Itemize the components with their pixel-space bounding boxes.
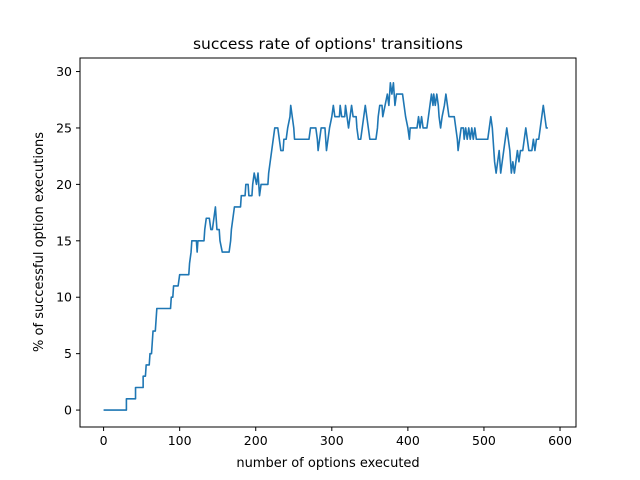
axes-frame [79,57,577,428]
x-tick-label: 400 [396,433,420,448]
y-tick-label: 25 [56,120,72,135]
y-tick-label: 15 [56,233,72,248]
y-tick-label: 20 [56,177,72,192]
x-tick-label: 600 [548,433,572,448]
y-tick-label: 10 [56,290,72,305]
y-tick-label: 5 [64,346,72,361]
x-tick-label: 500 [472,433,496,448]
x-tick-label: 200 [244,433,268,448]
y-tick-label: 30 [56,64,72,79]
chart-title: success rate of options' transitions [193,35,463,53]
series-line [103,82,548,411]
x-tick-label: 300 [320,433,344,448]
x-tick-label: 100 [168,433,192,448]
x-axis-ticks: 0 100 200 300 400 500 600 [100,427,572,448]
y-axis-ticks: 0 5 10 15 20 25 30 [56,64,80,418]
y-tick-label: 0 [64,403,72,418]
y-axis-label: % of successful option executions [32,132,47,352]
plot-area [103,82,548,411]
x-axis-label: number of options executed [236,456,419,471]
x-tick-label: 0 [100,433,108,448]
